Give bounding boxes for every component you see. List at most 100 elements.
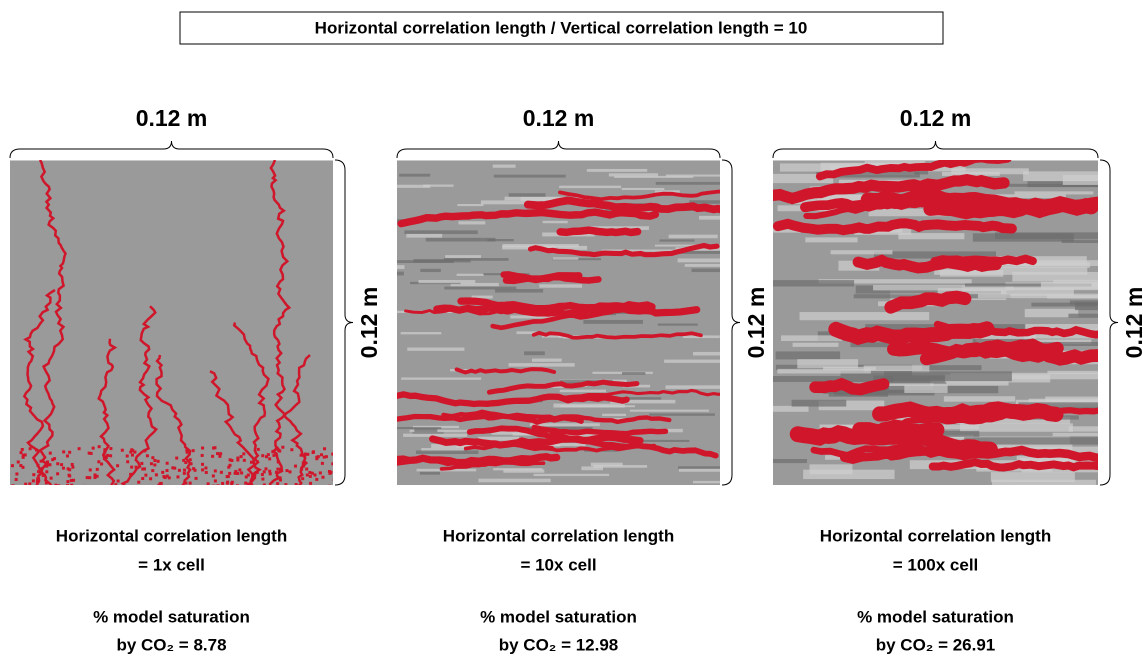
co2-cluster xyxy=(103,457,106,460)
co2-cluster xyxy=(144,474,147,477)
texture-streak xyxy=(377,272,403,276)
co2-cluster xyxy=(211,455,214,458)
texture-streak xyxy=(809,464,852,474)
co2-streak xyxy=(880,409,1056,415)
co2-cluster xyxy=(109,447,112,450)
texture-streak xyxy=(973,233,1074,241)
co2-cluster xyxy=(323,447,326,450)
co2-cluster xyxy=(221,482,224,485)
co2-cluster xyxy=(216,452,219,455)
co2-cluster xyxy=(295,485,298,488)
texture-streak xyxy=(399,174,430,177)
co2-cluster xyxy=(130,448,133,451)
co2-cluster xyxy=(201,447,204,450)
texture-streak xyxy=(831,250,893,254)
texture-streak xyxy=(414,259,471,262)
co2-cluster xyxy=(242,452,245,455)
co2-cluster xyxy=(315,478,318,481)
co2-cluster xyxy=(62,467,65,470)
co2-cluster xyxy=(20,451,23,454)
co2-cluster xyxy=(178,469,181,472)
texture-streak xyxy=(609,173,658,176)
co2-cluster xyxy=(228,472,231,475)
width-brace xyxy=(773,141,1098,158)
texture-streak xyxy=(457,274,484,276)
saturation-value: by CO₂ = 26.91 xyxy=(876,635,996,654)
co2-cluster xyxy=(214,485,217,488)
co2-cluster xyxy=(214,479,217,482)
texture-streak xyxy=(420,269,441,272)
co2-cluster xyxy=(83,485,86,488)
co2-cluster xyxy=(175,457,178,460)
co2-cluster xyxy=(201,468,204,471)
co2-cluster xyxy=(96,468,99,471)
co2-cluster xyxy=(331,453,334,456)
co2-cluster xyxy=(68,468,71,471)
co2-cluster xyxy=(207,482,210,485)
co2-cluster xyxy=(333,478,336,481)
co2-cluster xyxy=(15,472,18,475)
texture-streak xyxy=(478,479,550,483)
co2-cluster xyxy=(184,482,187,485)
height-label: 0.12 m xyxy=(1121,287,1143,359)
co2-cluster xyxy=(201,463,204,466)
texture-streak xyxy=(792,400,847,407)
co2-cluster xyxy=(32,473,35,476)
co2-cluster xyxy=(315,456,318,459)
width-brace xyxy=(397,141,720,158)
co2-cluster xyxy=(238,468,241,471)
co2-cluster xyxy=(106,454,109,457)
co2-cluster xyxy=(301,477,304,480)
co2-cluster xyxy=(66,484,69,487)
co2-cluster xyxy=(78,447,81,450)
texture-streak xyxy=(560,390,606,393)
co2-cluster xyxy=(267,453,270,456)
texture-streak xyxy=(884,371,1012,381)
co2-cluster xyxy=(109,454,112,457)
texture-streak xyxy=(401,377,481,379)
texture-streak xyxy=(406,234,442,238)
texture-streak xyxy=(649,413,715,415)
height-brace xyxy=(335,160,353,485)
co2-cluster xyxy=(261,454,264,457)
co2-cluster xyxy=(161,471,164,474)
caption: = 10x cell xyxy=(520,555,596,574)
caption: Horizontal correlation length xyxy=(56,526,287,545)
texture-streak xyxy=(693,481,729,483)
texture-streak xyxy=(1015,485,1143,489)
co2-cluster xyxy=(24,453,27,456)
texture-streak xyxy=(509,193,546,197)
co2-cluster xyxy=(195,477,198,480)
co2-cluster xyxy=(45,465,48,468)
co2-cluster xyxy=(189,482,192,485)
co2-cluster xyxy=(53,457,56,460)
co2-cluster xyxy=(205,471,208,474)
co2-cluster xyxy=(281,446,284,449)
texture-streak xyxy=(493,468,542,470)
co2-cluster xyxy=(36,477,39,480)
texture-streak xyxy=(800,312,930,320)
texture-streak xyxy=(524,351,545,355)
texture-streak xyxy=(420,472,440,475)
texture-streak xyxy=(944,396,1015,401)
co2-cluster xyxy=(68,474,71,477)
texture-streak xyxy=(759,280,854,286)
co2-cluster xyxy=(306,474,309,477)
texture-streak xyxy=(458,221,485,224)
co2-cluster xyxy=(312,451,315,454)
co2-cluster xyxy=(32,479,35,482)
co2-cluster xyxy=(328,485,331,488)
texture-streak xyxy=(553,257,579,259)
texture-streak xyxy=(416,450,478,454)
co2-cluster xyxy=(35,449,38,452)
co2-cluster xyxy=(201,454,204,457)
texture-streak xyxy=(539,284,582,287)
co2-cluster xyxy=(60,463,63,466)
figure: Horizontal correlation length / Vertical… xyxy=(0,0,1143,661)
co2-cluster xyxy=(103,450,106,453)
co2-cluster xyxy=(268,457,271,460)
co2-streak xyxy=(868,196,1091,208)
co2-cluster xyxy=(100,463,103,466)
co2-cluster xyxy=(176,475,179,478)
texture-streak xyxy=(419,280,476,283)
